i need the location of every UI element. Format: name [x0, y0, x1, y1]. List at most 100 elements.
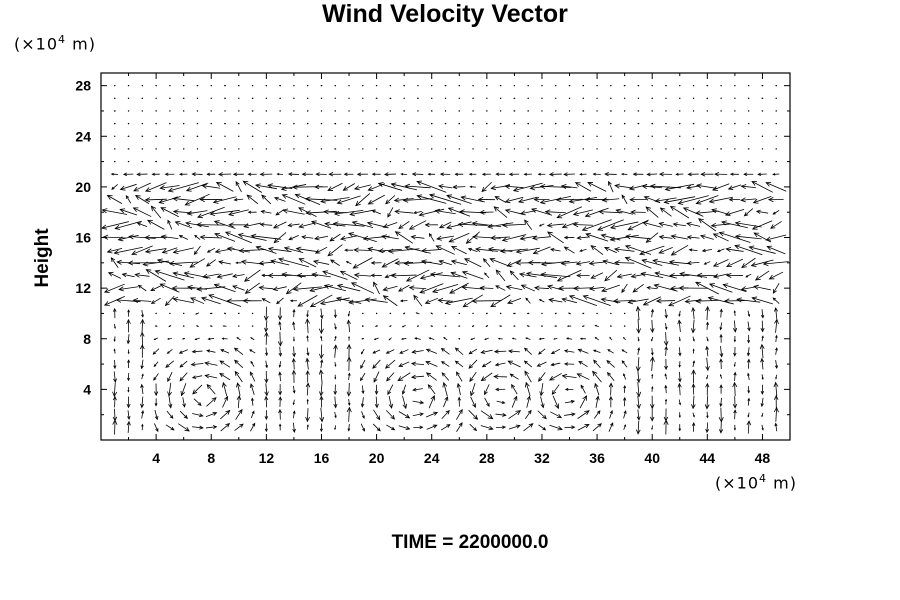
wind-vector [669, 205, 690, 219]
wind-vector [526, 325, 530, 328]
wind-vector [367, 246, 386, 253]
wind-vector [155, 312, 157, 315]
wind-vector [355, 193, 371, 207]
wind-vector [471, 221, 502, 228]
wind-vector [458, 122, 461, 125]
wind-vector [179, 410, 188, 419]
wind-vector [761, 374, 764, 381]
wind-vector [258, 285, 274, 291]
wind-vector [651, 148, 653, 150]
wind-vector [156, 258, 183, 267]
wind-vector [314, 246, 328, 254]
wind-vector [136, 222, 148, 228]
wind-vector [623, 325, 626, 327]
wind-vector [533, 197, 550, 203]
wind-vector [389, 135, 392, 137]
wind-vector [718, 421, 724, 434]
wind-vector [513, 97, 516, 100]
wind-vector [555, 110, 557, 112]
wind-vector [623, 135, 626, 137]
wind-vector [169, 160, 171, 163]
wind-vector [579, 248, 587, 252]
wind-vector [112, 419, 118, 435]
wind-vector [389, 160, 392, 163]
wind-vector [223, 312, 227, 315]
wind-vector [172, 209, 194, 215]
wind-vector [465, 231, 480, 244]
wind-vector [153, 373, 159, 381]
x-tick-label: 44 [700, 450, 716, 466]
wind-vector [705, 382, 710, 396]
wind-vector [403, 110, 405, 112]
wind-vector [318, 318, 324, 335]
wind-vector [604, 269, 618, 282]
wind-vector [306, 335, 309, 342]
wind-vector [386, 410, 396, 420]
wind-vector [228, 222, 249, 228]
x-tick-label: 40 [644, 450, 660, 466]
wind-vector [209, 209, 240, 217]
wind-vector [292, 336, 295, 342]
wind-vector [706, 411, 709, 419]
wind-vector [293, 160, 295, 163]
wind-vector [481, 361, 492, 368]
wind-vector [339, 270, 358, 281]
wind-vector [568, 148, 571, 150]
wind-vector [678, 399, 682, 406]
wind-vector [720, 97, 722, 100]
wind-vector [196, 148, 199, 150]
wind-vector [155, 97, 157, 100]
wind-vector [495, 269, 506, 282]
wind-vector [775, 84, 777, 87]
wind-vector [767, 197, 784, 203]
wind-vector [563, 349, 575, 353]
wind-vector [434, 208, 456, 215]
wind-vector [293, 148, 295, 150]
wind-vector [652, 258, 679, 266]
wind-vector [527, 148, 529, 150]
wind-vector [249, 371, 256, 382]
wind-vector [568, 135, 571, 137]
wind-vector [393, 197, 414, 203]
wind-vector [292, 346, 296, 358]
wind-vector [343, 172, 354, 176]
wind-vector [186, 210, 208, 216]
wind-vector [568, 84, 571, 87]
wind-vector [593, 410, 601, 419]
wind-vector [375, 148, 378, 150]
wind-vector [287, 223, 300, 228]
wind-vector [526, 395, 531, 408]
wind-vector [746, 358, 751, 369]
wind-vector [658, 246, 673, 254]
wind-vector [692, 360, 696, 368]
wind-vector [221, 381, 228, 397]
wind-vector [191, 172, 203, 177]
wind-vector [553, 338, 558, 340]
wind-vector [205, 425, 218, 430]
wind-vector [375, 135, 378, 137]
wind-vector [377, 248, 402, 254]
wind-vector [649, 356, 655, 371]
wind-vector [719, 374, 723, 379]
x-axis-unit: (×104 m) [715, 472, 797, 493]
wind-vector [576, 273, 590, 278]
wind-vector [596, 135, 598, 137]
wind-vector [345, 261, 352, 265]
wind-vector [513, 110, 516, 112]
wind-vector [761, 148, 764, 150]
wind-vector [167, 372, 173, 383]
wind-vector [651, 110, 653, 112]
wind-vector [508, 410, 522, 420]
wind-vector [362, 135, 364, 137]
wind-vector [191, 425, 204, 430]
wind-vector [306, 110, 309, 112]
wind-vector [251, 135, 254, 137]
wind-vector [578, 360, 588, 368]
wind-vector [504, 208, 524, 215]
wind-vector [206, 172, 216, 176]
wind-vector [431, 97, 433, 100]
wind-vector [632, 284, 644, 293]
wind-vector [238, 148, 240, 150]
wind-vector [293, 122, 295, 125]
